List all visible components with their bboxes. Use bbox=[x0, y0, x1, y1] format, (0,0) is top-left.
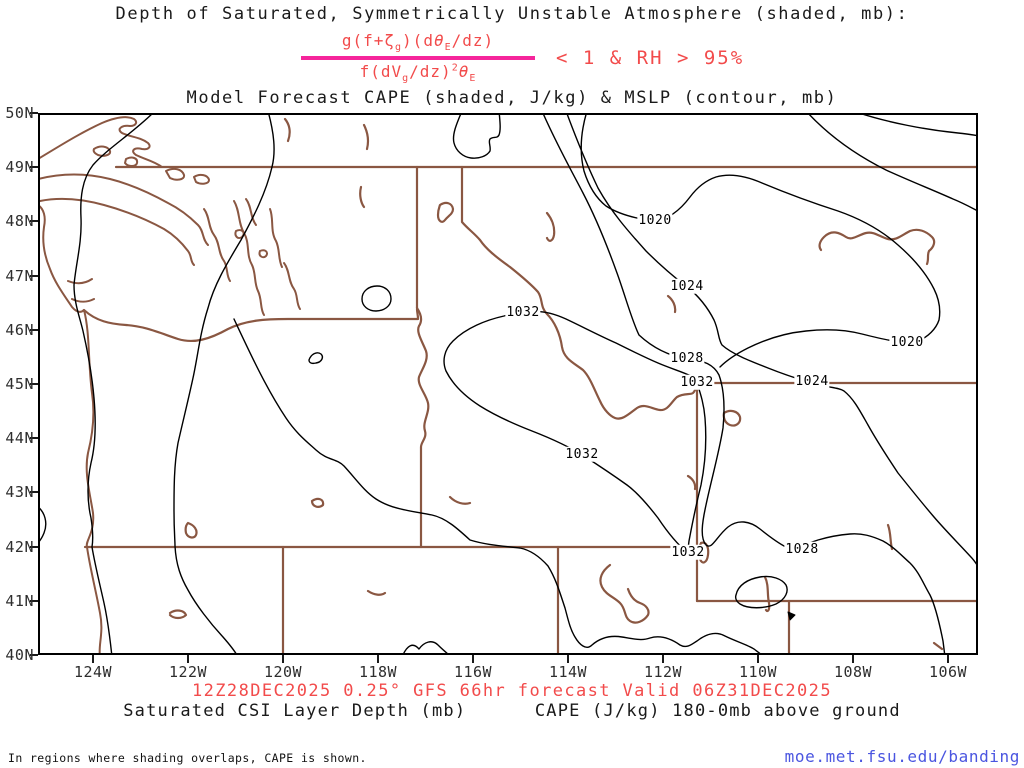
lat-tick bbox=[30, 600, 38, 602]
lat-tick bbox=[30, 220, 38, 222]
contour-coastal bbox=[73, 113, 154, 655]
map-frame bbox=[38, 113, 978, 655]
contour-label: 1020 bbox=[889, 334, 925, 350]
contour-label: 1028 bbox=[784, 541, 820, 557]
lon-tick-label: 114W bbox=[548, 663, 588, 681]
page-title: Depth of Saturated, Symmetrically Unstab… bbox=[115, 4, 909, 24]
mslp-map bbox=[38, 113, 978, 655]
lon-tick bbox=[852, 655, 854, 663]
lat-tick-label: 40N bbox=[5, 646, 34, 664]
lon-tick-label: 106W bbox=[928, 663, 968, 681]
formula-denominator: f(dVg/dz)2θE bbox=[359, 62, 477, 85]
contour-label: 1028 bbox=[669, 350, 705, 366]
lon-tick-label: 112W bbox=[643, 663, 683, 681]
lat-tick-label: 42N bbox=[5, 538, 34, 556]
great-salt-lake bbox=[599, 563, 650, 624]
contour-washington-oregon bbox=[173, 113, 275, 655]
chart-title: Model Forecast CAPE (shaded, J/kg) & MSL… bbox=[186, 88, 838, 108]
lon-tick bbox=[472, 655, 474, 663]
lat-tick-label: 46N bbox=[5, 321, 34, 339]
contour-label: 1032 bbox=[670, 544, 706, 560]
panel-caption: Saturated CSI Layer Depth (mb) CAPE (J/k… bbox=[123, 701, 901, 721]
contour-1028 bbox=[542, 113, 946, 655]
lon-tick bbox=[187, 655, 189, 663]
fraction-bar bbox=[301, 56, 535, 60]
lon-tick-label: 118W bbox=[358, 663, 398, 681]
lat-tick bbox=[30, 112, 38, 114]
lat-tick bbox=[30, 654, 38, 656]
fort-peck-lake bbox=[818, 228, 936, 266]
lon-tick bbox=[662, 655, 664, 663]
lat-tick bbox=[30, 329, 38, 331]
lon-tick-label: 124W bbox=[73, 663, 113, 681]
lat-tick-label: 41N bbox=[5, 592, 34, 610]
lat-tick bbox=[30, 491, 38, 493]
contour-label: 1024 bbox=[794, 373, 830, 389]
state-borders bbox=[82, 165, 978, 655]
contour-label: 1020 bbox=[637, 212, 673, 228]
coastline bbox=[38, 116, 301, 655]
lon-tick bbox=[947, 655, 949, 663]
contour-label: 1032 bbox=[564, 446, 600, 462]
lat-tick bbox=[30, 437, 38, 439]
contour-1032-ridge bbox=[443, 310, 707, 554]
contour-label: 1024 bbox=[669, 278, 705, 294]
forecast-valid-time: 12Z28DEC2025 0.25° GFS 66hr forecast Val… bbox=[192, 681, 832, 701]
formula-condition: < 1 & RH > 95% bbox=[556, 47, 745, 69]
lon-tick-label: 116W bbox=[453, 663, 493, 681]
lakes-rivers bbox=[168, 117, 944, 651]
lat-tick-label: 49N bbox=[5, 158, 34, 176]
lon-tick-label: 120W bbox=[263, 663, 303, 681]
lat-tick-label: 50N bbox=[5, 104, 34, 122]
lat-tick-label: 43N bbox=[5, 483, 34, 501]
overlap-note: In regions where shading overlaps, CAPE … bbox=[8, 751, 367, 765]
formula-numerator: g(f+ζg)(dθE/dz) bbox=[341, 31, 495, 54]
lat-tick bbox=[30, 275, 38, 277]
lon-tick bbox=[377, 655, 379, 663]
lon-tick bbox=[92, 655, 94, 663]
lat-tick-label: 48N bbox=[5, 212, 34, 230]
border-wa-or bbox=[82, 307, 420, 343]
contour-1024 bbox=[565, 113, 978, 568]
contour-label: 1032 bbox=[679, 374, 715, 390]
border-id-or bbox=[415, 306, 430, 549]
lat-tick bbox=[30, 383, 38, 385]
lon-tick bbox=[757, 655, 759, 663]
site-link[interactable]: moe.met.fsu.edu/banding bbox=[784, 747, 1020, 766]
border-id-mt bbox=[460, 165, 699, 420]
lat-tick-label: 44N bbox=[5, 429, 34, 447]
contour-1020 bbox=[580, 113, 941, 368]
lon-tick-label: 108W bbox=[833, 663, 873, 681]
contour-label: 1032 bbox=[505, 304, 541, 320]
lon-tick-label: 110W bbox=[738, 663, 778, 681]
lat-tick bbox=[30, 546, 38, 548]
contour-oregon-utah bbox=[233, 318, 763, 655]
lat-tick-label: 47N bbox=[5, 267, 34, 285]
lon-tick bbox=[567, 655, 569, 663]
lon-tick-label: 122W bbox=[168, 663, 208, 681]
lat-tick-label: 45N bbox=[5, 375, 34, 393]
lat-tick bbox=[30, 166, 38, 168]
lon-tick bbox=[282, 655, 284, 663]
